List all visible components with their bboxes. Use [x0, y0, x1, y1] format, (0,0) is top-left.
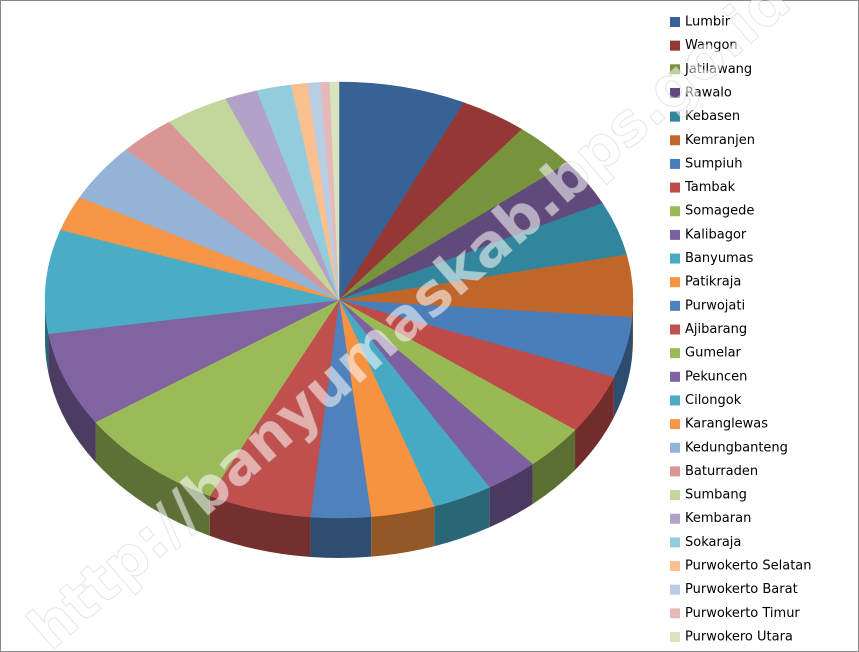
legend-label: Gumelar	[685, 346, 742, 361]
legend-label: Purwojati	[685, 298, 745, 313]
pie-tops	[44, 81, 634, 519]
legend-label: Pekuncen	[685, 369, 747, 384]
legend-label: Cilongok	[685, 393, 742, 408]
legend-label: Kemranjen	[685, 133, 755, 148]
legend-label: Patikraja	[685, 275, 741, 290]
legend-swatch	[670, 158, 680, 169]
legend-label: Sokaraja	[685, 535, 741, 550]
legend-label: Lumbir	[685, 15, 731, 30]
legend-label: Rawalo	[685, 85, 732, 100]
legend-swatch	[670, 277, 680, 288]
legend-label: Kedungbanteng	[685, 440, 788, 455]
pie-side	[209, 495, 311, 557]
legend-swatch	[670, 87, 680, 98]
legend-label: Ajibarang	[685, 322, 747, 337]
legend-label: Banyumas	[685, 251, 754, 266]
pie-side	[95, 422, 210, 536]
legend-swatch	[670, 135, 680, 146]
legend-swatch	[670, 490, 680, 501]
legend-label: Jatilawang	[684, 62, 752, 77]
pie-side	[434, 487, 490, 547]
pie-slice	[44, 229, 340, 335]
legend-swatch	[670, 17, 680, 27]
legend-swatch	[670, 608, 680, 619]
pie-side	[310, 516, 372, 558]
legend-swatch	[670, 371, 680, 382]
legend-label: Wangon	[685, 38, 738, 53]
legend: Lumbir Wangon Jatilawang Rawalo Kebasen Kemra…	[670, 15, 812, 645]
pie-side	[489, 464, 533, 528]
legend-swatch	[670, 561, 680, 572]
legend-swatch	[670, 513, 680, 524]
legend-label: Purwokerto Selatan	[685, 559, 812, 574]
pie-slice	[329, 81, 340, 301]
legend-label: Karanglewas	[685, 417, 768, 432]
pie-slice	[95, 299, 340, 497]
legend-swatch	[670, 206, 680, 217]
legend-label: Somagede	[685, 204, 754, 219]
legend-swatch	[670, 229, 680, 240]
legend-swatch	[670, 466, 680, 477]
legend-label: Kalibagor	[685, 227, 747, 242]
pie-side	[532, 429, 576, 505]
legend-label: Kembaran	[685, 511, 751, 526]
pie-sides	[45, 300, 633, 558]
legend-swatch	[670, 300, 680, 311]
legend-label: Kebasen	[685, 109, 740, 124]
pie-side	[575, 377, 614, 470]
legend-label: Sumpiuh	[685, 156, 743, 171]
legend-swatch	[670, 584, 680, 595]
legend-swatch	[670, 348, 680, 359]
legend-swatch	[670, 395, 680, 406]
pie-side	[48, 333, 96, 463]
legend-swatch	[670, 419, 680, 430]
legend-label: Purwokero Utara	[685, 630, 793, 645]
legend-swatch	[670, 632, 680, 642]
legend-swatch	[670, 324, 680, 335]
legend-swatch	[670, 64, 680, 75]
legend-label: Sumbang	[685, 488, 747, 503]
legend-label: Purwokerto Timur	[685, 606, 800, 621]
legend-label: Tambak	[684, 180, 736, 195]
legend-swatch	[670, 442, 680, 453]
pie-side	[371, 506, 435, 557]
legend-swatch	[670, 111, 680, 122]
legend-swatch	[670, 40, 680, 51]
legend-swatch	[670, 537, 680, 548]
pie-side	[632, 300, 633, 358]
legend-label: Purwokerto Barat	[685, 582, 798, 597]
pie-slice	[338, 81, 465, 301]
legend-label: Baturraden	[685, 464, 758, 479]
legend-swatch	[670, 182, 680, 193]
legend-swatch	[670, 253, 680, 264]
pie-slice	[48, 299, 340, 423]
